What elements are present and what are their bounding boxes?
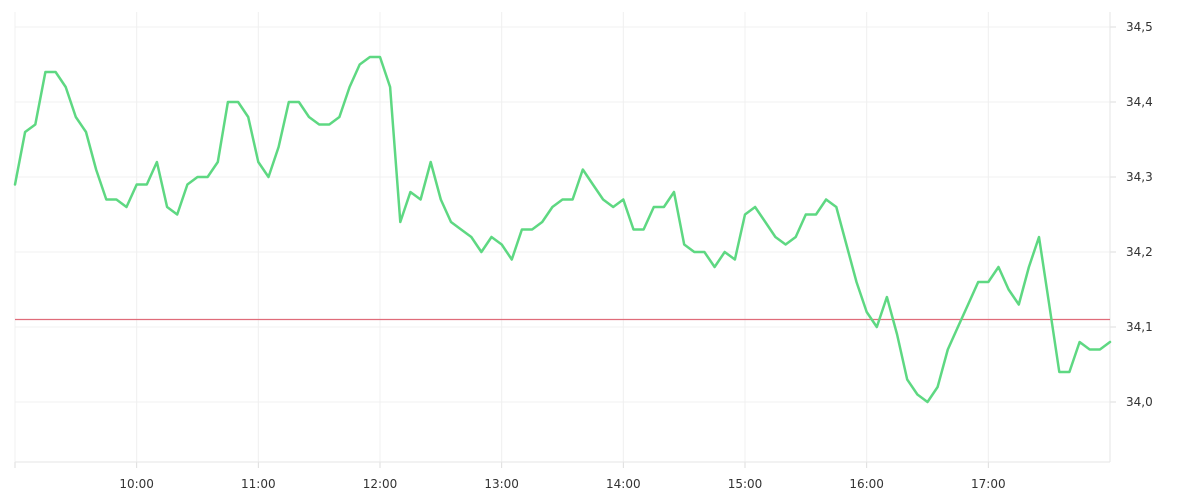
x-tick-label: 12:00 bbox=[363, 477, 398, 491]
x-tick-label: 10:00 bbox=[119, 477, 154, 491]
series-line-0 bbox=[13, 55, 1112, 404]
x-tick-label: 17:00 bbox=[971, 477, 1006, 491]
grid bbox=[14, 12, 1110, 462]
series-layer bbox=[13, 55, 1112, 404]
y-tick-label: 34,0 bbox=[1126, 395, 1153, 409]
axes bbox=[14, 12, 1116, 468]
tick-labels: 10:00 11:00 12:00 13:00 14:00 15:00 16:00 17:00… bbox=[119, 20, 1152, 491]
y-tick-label: 34,4 bbox=[1126, 95, 1153, 109]
y-tick-label: 34,3 bbox=[1126, 170, 1153, 184]
x-tick-label: 13:00 bbox=[484, 477, 519, 491]
x-tick-label: 11:00 bbox=[241, 477, 276, 491]
x-tick-label: 16:00 bbox=[849, 477, 884, 491]
x-tick-label: 14:00 bbox=[606, 477, 641, 491]
y-tick-label: 34,2 bbox=[1126, 245, 1153, 259]
x-tick-label: 15:00 bbox=[728, 477, 763, 491]
y-tick-label: 34,1 bbox=[1126, 320, 1153, 334]
y-tick-label: 34,5 bbox=[1126, 20, 1153, 34]
